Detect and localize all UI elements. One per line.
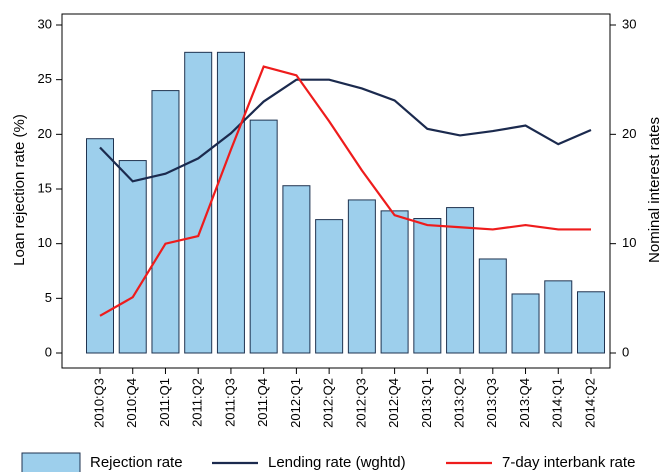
bar bbox=[347, 199, 376, 354]
x-tick-label: 2010:Q3 bbox=[91, 378, 106, 428]
bar bbox=[151, 90, 180, 354]
y-tick-label: 10 bbox=[38, 235, 52, 250]
y-axis-title: Loan rejection rate (%) bbox=[11, 114, 28, 266]
x-tick-label: 2012:Q1 bbox=[288, 378, 303, 428]
y2-tick-label: 30 bbox=[622, 16, 636, 31]
y-tick-label: 30 bbox=[38, 16, 52, 31]
bar bbox=[577, 291, 605, 354]
x-tick-label: 2010:Q4 bbox=[124, 378, 139, 428]
legend-label: 7-day interbank rate bbox=[502, 454, 635, 471]
bar bbox=[282, 185, 311, 354]
x-tick-label: 2013:Q4 bbox=[517, 378, 532, 428]
x-tick-label: 2011:Q2 bbox=[190, 378, 205, 427]
legend-label: Lending rate (wghtd) bbox=[268, 454, 406, 471]
bar bbox=[380, 210, 409, 354]
y-tick-label: 20 bbox=[38, 126, 52, 141]
bar bbox=[118, 160, 147, 354]
y2-tick-label: 0 bbox=[622, 344, 629, 359]
bar bbox=[511, 293, 540, 354]
x-tick-label: 2013:Q1 bbox=[419, 378, 434, 428]
bar bbox=[478, 258, 507, 354]
x-tick-label: 2011:Q3 bbox=[222, 378, 237, 427]
y-tick-label: 25 bbox=[38, 71, 52, 86]
legend-label: Rejection rate bbox=[90, 454, 183, 471]
x-tick-label: 2014:Q2 bbox=[582, 378, 597, 428]
y-tick-label: 0 bbox=[45, 344, 52, 359]
bar bbox=[413, 218, 442, 354]
line bbox=[99, 78, 592, 183]
x-tick-label: 2013:Q2 bbox=[452, 378, 467, 428]
x-tick-label: 2011:Q1 bbox=[157, 378, 172, 427]
y-tick-label: 5 bbox=[45, 290, 52, 305]
plot-frame bbox=[61, 13, 611, 369]
x-tick-label: 2012:Q4 bbox=[386, 378, 401, 428]
y2-tick-label: 20 bbox=[622, 126, 636, 141]
bar bbox=[315, 219, 344, 354]
x-tick-label: 2012:Q3 bbox=[353, 378, 368, 428]
x-tick-label: 2011:Q4 bbox=[255, 378, 270, 427]
y-tick-label: 15 bbox=[38, 180, 52, 195]
line bbox=[99, 65, 591, 317]
x-tick-label: 2014:Q1 bbox=[550, 378, 565, 428]
bar bbox=[249, 119, 278, 354]
bar bbox=[86, 138, 114, 354]
bar bbox=[184, 51, 213, 354]
y2-axis-title: Nominal interest rates bbox=[646, 117, 663, 263]
y2-tick-label: 10 bbox=[622, 235, 636, 250]
legend-swatch bbox=[21, 452, 81, 472]
bar bbox=[446, 207, 475, 354]
x-tick-label: 2013:Q3 bbox=[484, 378, 499, 428]
x-tick-label: 2012:Q2 bbox=[321, 378, 336, 428]
bar bbox=[216, 51, 245, 354]
bar bbox=[544, 280, 573, 354]
